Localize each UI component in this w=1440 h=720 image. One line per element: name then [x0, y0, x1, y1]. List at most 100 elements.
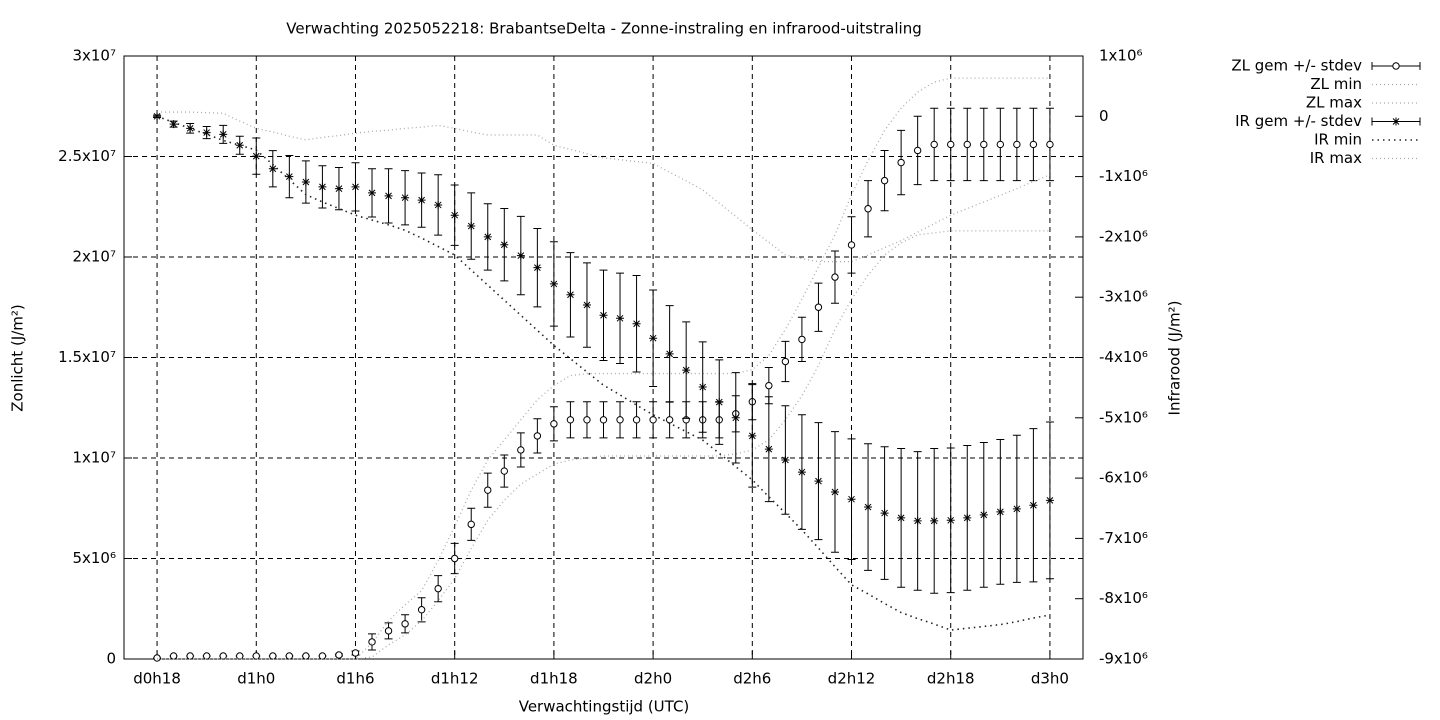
- point: [549, 279, 558, 288]
- legend-marker: [1392, 62, 1400, 70]
- point: [550, 420, 558, 428]
- point: [334, 184, 343, 193]
- point: [616, 314, 625, 323]
- point: [235, 141, 244, 150]
- point: [947, 140, 955, 149]
- point: [996, 507, 1005, 516]
- point: [450, 554, 459, 563]
- point: [864, 503, 873, 512]
- chart-title: Verwachting 2025052218: BrabantseDelta -…: [286, 20, 921, 38]
- point: [764, 445, 773, 454]
- point: [715, 398, 724, 407]
- point: [318, 652, 327, 660]
- point: [202, 652, 211, 660]
- point: [483, 232, 492, 241]
- x-tick-label: d2h12: [828, 670, 876, 688]
- point: [169, 652, 178, 660]
- y-tick-label: 5x10⁶: [72, 549, 116, 567]
- point: [632, 319, 641, 328]
- point: [897, 513, 906, 522]
- point: [368, 638, 376, 646]
- legend-marker: [1392, 117, 1400, 126]
- x-tick-label: d2h0: [634, 670, 672, 688]
- y-tick-label: 3x10⁷: [72, 47, 116, 65]
- y2-tick-label: -1x10⁶: [1099, 167, 1148, 185]
- point: [417, 606, 426, 614]
- point: [384, 627, 393, 635]
- point: [202, 128, 211, 137]
- point: [450, 211, 459, 220]
- point: [1013, 140, 1021, 149]
- point: [781, 456, 790, 465]
- point: [500, 467, 508, 475]
- point: [467, 520, 475, 529]
- point: [384, 191, 393, 200]
- point: [301, 178, 310, 187]
- legend-label: IR gem +/- stdev: [1235, 112, 1362, 130]
- point: [186, 652, 194, 660]
- line: [156, 115, 1051, 631]
- point: [930, 516, 939, 525]
- point: [351, 182, 360, 191]
- x-tick-label: d2h6: [733, 670, 771, 688]
- y2-tick-label: 0: [1099, 107, 1109, 125]
- y2-tick-label: -3x10⁶: [1099, 288, 1148, 306]
- point: [533, 432, 542, 440]
- point: [897, 158, 905, 167]
- y-tick-label: 1.5x10⁷: [58, 348, 116, 366]
- y-tick-label: 2x10⁷: [72, 248, 116, 266]
- point: [814, 303, 823, 311]
- point: [517, 446, 525, 454]
- point: [582, 301, 591, 310]
- point: [252, 652, 260, 660]
- point: [169, 120, 178, 129]
- point: [781, 357, 790, 366]
- line: [157, 77, 1050, 660]
- point: [847, 495, 856, 504]
- plot-frame: [123, 55, 1084, 660]
- legend-label: IR max: [1310, 149, 1362, 167]
- point: [318, 182, 327, 191]
- point: [765, 381, 773, 390]
- point: [467, 222, 476, 231]
- point: [930, 140, 938, 149]
- point: [401, 620, 409, 628]
- point: [996, 140, 1005, 149]
- point: [748, 431, 757, 440]
- point: [434, 200, 443, 209]
- point: [946, 516, 955, 525]
- point: [1045, 496, 1054, 505]
- point: [236, 652, 244, 660]
- x-tick-label: d1h18: [530, 670, 578, 688]
- point: [880, 509, 889, 518]
- y2-axis-label: Infrarood (J/m²): [1166, 301, 1184, 416]
- point: [847, 241, 856, 249]
- point: [682, 366, 691, 375]
- point: [566, 290, 575, 299]
- point: [831, 273, 839, 281]
- point: [153, 654, 161, 662]
- y-tick-label: 0: [106, 650, 116, 668]
- point: [1029, 501, 1038, 510]
- point: [566, 416, 575, 424]
- point: [516, 251, 525, 260]
- point: [880, 176, 889, 185]
- point: [731, 413, 740, 422]
- y2-tick-label: -7x10⁶: [1099, 529, 1148, 547]
- y-axis-label: Zonlicht (J/m²): [9, 304, 27, 412]
- legend-label: IR min: [1314, 131, 1362, 149]
- point: [285, 652, 294, 660]
- point: [583, 416, 591, 424]
- point: [434, 584, 442, 593]
- point: [186, 124, 195, 133]
- y2-tick-label: -5x10⁶: [1099, 408, 1148, 426]
- point: [599, 416, 608, 424]
- point: [335, 651, 343, 659]
- x-tick-label: d3h0: [1031, 670, 1069, 688]
- point: [698, 383, 707, 392]
- point: [1046, 140, 1054, 149]
- point: [1012, 504, 1021, 513]
- point: [285, 172, 294, 181]
- y2-tick-label: 1x10⁶: [1099, 47, 1143, 65]
